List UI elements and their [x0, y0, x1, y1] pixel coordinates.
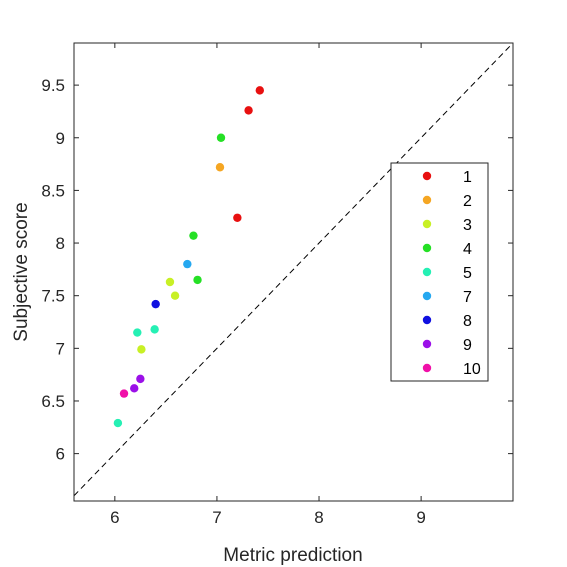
legend: 1 2 3 4 5 7 8 9 10 [390, 162, 489, 382]
data-point-series-4 [193, 275, 202, 285]
legend-label-5: 5 [463, 265, 472, 282]
y-ticks: 6 6.5 7 7.5 8 8.5 9 9.5 [41, 76, 513, 464]
data-point-series-3 [170, 291, 180, 300]
legend-box [390, 162, 489, 382]
legend-marker-3 [422, 219, 432, 229]
legend-label-4: 4 [463, 241, 472, 258]
data-point-series-5 [113, 418, 123, 428]
data-point-series-9 [130, 384, 139, 393]
data-point-series-5 [150, 325, 159, 334]
diagonal-reference-line [73, 42, 514, 497]
data-point-series-3 [137, 345, 146, 354]
data-point-series-8 [151, 299, 160, 309]
legend-label-9: 9 [463, 337, 472, 354]
data-point-series-1 [244, 106, 253, 115]
y-tick-label: 6.5 [41, 392, 65, 411]
reference-line-layer [73, 42, 514, 497]
legend-marker-1 [422, 171, 432, 181]
x-tick-label: 7 [212, 508, 221, 527]
legend-label-3: 3 [463, 217, 472, 234]
data-point-series-2 [215, 163, 225, 172]
legend-marker-9 [422, 339, 432, 349]
plot-frame [73, 42, 514, 502]
x-axis-label: Metric prediction [223, 545, 362, 566]
data-point-series-5 [133, 328, 142, 337]
legend-label-1: 1 [463, 169, 472, 186]
data-point-series-4 [189, 231, 198, 240]
legend-label-7: 7 [463, 289, 472, 306]
x-tick-label: 9 [416, 508, 425, 527]
legend-label-8: 8 [463, 313, 472, 330]
legend-label-10: 10 [463, 361, 481, 378]
y-axis-label: Subjective score [11, 202, 32, 341]
legend-marker-8 [422, 315, 432, 325]
legend-marker-10 [422, 363, 432, 373]
legend-marker-7 [422, 291, 432, 301]
x-ticks: 6 7 8 9 [110, 43, 426, 527]
x-tick-label: 8 [314, 508, 323, 527]
y-tick-label: 7 [56, 339, 65, 358]
legend-marker-2 [422, 195, 432, 205]
legend-label-2: 2 [463, 193, 472, 210]
data-point-series-3 [165, 277, 175, 287]
y-tick-label: 6 [56, 445, 65, 464]
data-point-series-10 [119, 389, 129, 398]
x-tick-label: 6 [110, 508, 119, 527]
y-tick-label: 8.5 [41, 181, 65, 200]
legend-marker-5 [422, 267, 432, 277]
y-tick-label: 9.5 [41, 76, 65, 95]
data-point-series-7 [183, 259, 192, 269]
data-points-layer [113, 86, 265, 428]
data-point-series-1 [255, 86, 265, 95]
y-tick-label: 8 [56, 234, 65, 253]
legend-marker-4 [422, 243, 432, 253]
y-tick-label: 7.5 [41, 287, 65, 306]
data-point-series-1 [233, 213, 242, 222]
data-point-series-9 [136, 374, 145, 384]
data-point-series-4 [216, 133, 226, 142]
y-tick-label: 9 [56, 129, 65, 148]
